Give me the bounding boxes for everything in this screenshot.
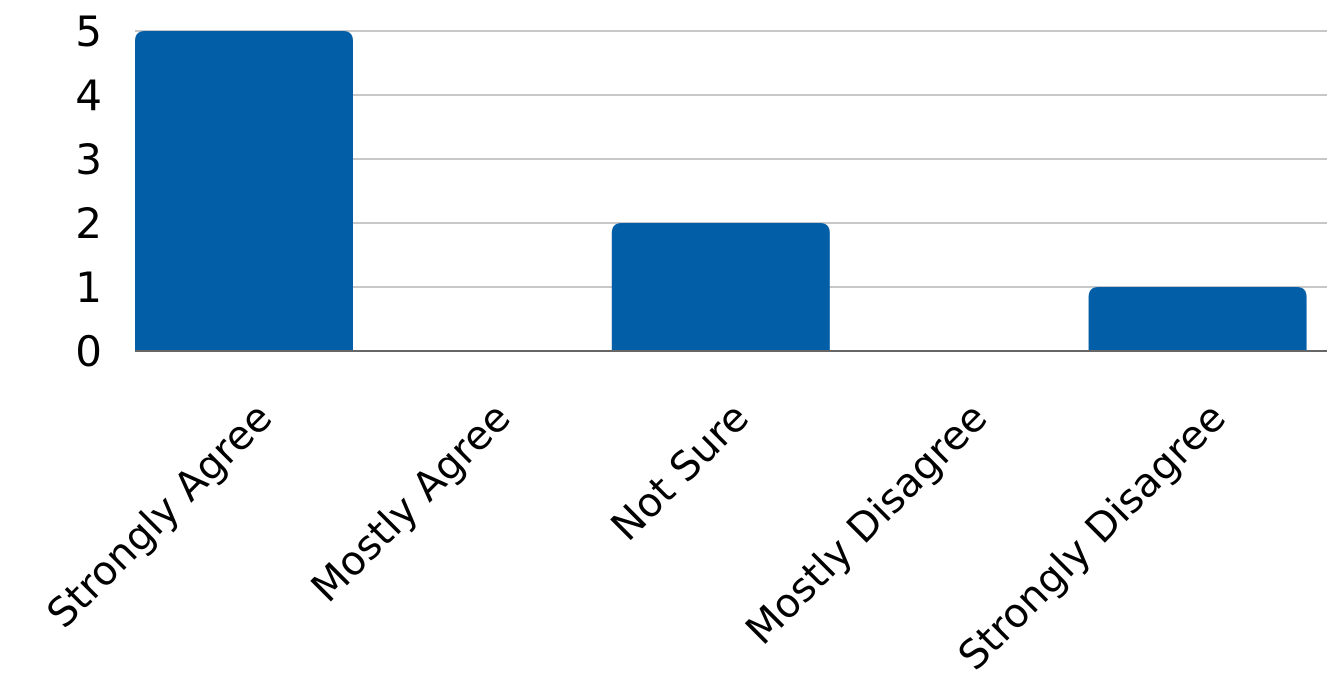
y-tick-label-1: 1 [75,263,102,312]
bars [135,31,1307,351]
x-tick-label-strongly-disagree: Strongly Disagree [950,395,1235,680]
y-tick-label-0: 0 [75,327,102,376]
x-tick-label-mostly-agree: Mostly Agree [303,395,520,612]
y-tick-label-5: 5 [75,7,102,56]
x-tick-label-not-sure: Not Sure [603,395,758,550]
x-tick-label-mostly-disagree: Mostly Disagree [737,395,996,654]
y-tick-label-3: 3 [75,135,102,184]
bar-not-sure [611,223,830,351]
bar-strongly-agree [135,31,353,351]
x-tick-label-strongly-agree: Strongly Agree [39,395,281,637]
y-tick-label-2: 2 [75,199,102,248]
y-axis-tick-labels: 0 1 2 3 4 5 [75,7,102,376]
y-tick-label-4: 4 [75,71,102,120]
bar-strongly-disagree [1088,287,1307,351]
x-axis-tick-labels: Strongly Agree Mostly Agree Not SureMostly… [39,395,1235,680]
